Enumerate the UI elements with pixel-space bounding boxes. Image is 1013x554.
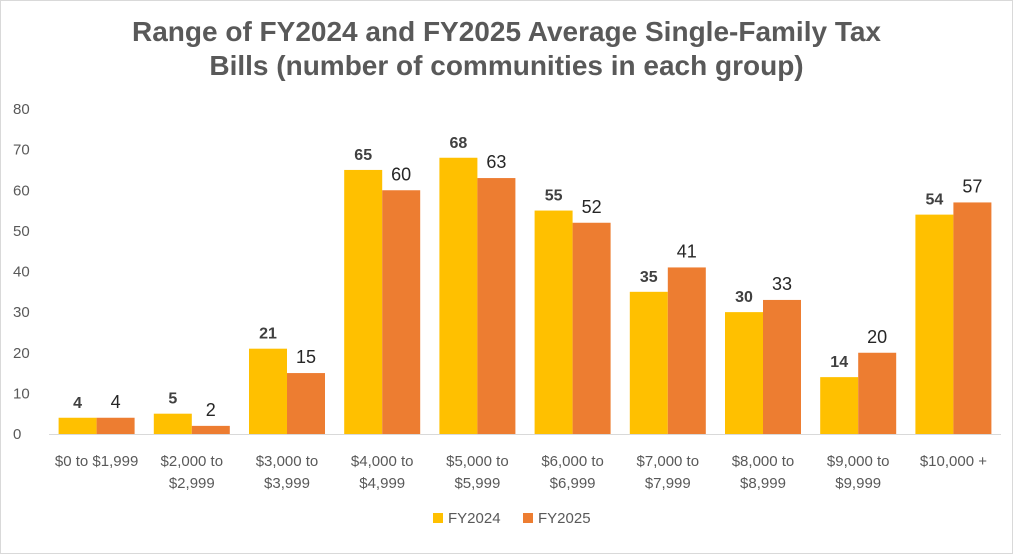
bar-fy2024 <box>153 413 192 434</box>
x-tick-label: $3,000 to $3,999 <box>256 453 319 492</box>
x-tick-label: $9,000 to $9,999 <box>827 453 890 492</box>
bar-fy2024 <box>629 291 668 434</box>
data-label-fy2025: 63 <box>486 152 506 172</box>
data-label-fy2024: 54 <box>926 192 944 209</box>
bar-fy2025 <box>858 352 897 434</box>
y-tick-label: 80 <box>13 101 30 118</box>
x-tick-label: $10,000 + <box>920 453 987 470</box>
bar-fy2025 <box>382 190 421 434</box>
y-tick-label: 40 <box>13 264 30 281</box>
data-label-fy2024: 4 <box>73 395 82 412</box>
x-tick-label: $6,000 to $6,999 <box>541 453 604 492</box>
data-label-fy2025: 57 <box>962 176 982 196</box>
data-label-fy2025: 15 <box>296 347 316 367</box>
data-label-fy2025: 4 <box>111 392 121 412</box>
bar-fy2025 <box>287 373 325 434</box>
bar-fy2024 <box>439 157 478 434</box>
chart-title: Range of FY2024 and FY2025 Average Singl… <box>1 15 1012 83</box>
legend-label-fy2024: FY2024 <box>448 510 501 527</box>
bar-fy2025 <box>477 178 516 434</box>
bar-fy2025 <box>953 202 992 434</box>
chart-title-line-1: Range of FY2024 and FY2025 Average Singl… <box>131 16 881 47</box>
legend-label-fy2025: FY2025 <box>538 510 591 527</box>
x-tick-label: $2,000 to $2,999 <box>161 453 224 492</box>
data-label-fy2025: 33 <box>772 274 792 294</box>
data-label-fy2024: 21 <box>259 326 277 343</box>
bar-fy2025 <box>667 267 706 434</box>
bar-fy2025 <box>96 417 135 434</box>
data-label-fy2025: 2 <box>206 400 216 420</box>
bar-fy2024 <box>58 417 97 434</box>
y-tick-label: 50 <box>13 223 30 240</box>
x-axis: $0 to $1,999 $2,000 to $2,999 $3,000 to $3,9… <box>49 434 1001 492</box>
y-tick-label: 60 <box>13 182 30 199</box>
y-tick-label: 70 <box>13 142 30 159</box>
data-label-fy2024: 68 <box>450 135 468 152</box>
y-tick-label: 20 <box>13 345 30 362</box>
x-tick-label: $0 to $1,999 <box>55 453 138 470</box>
x-tick-label: $4,000 to $4,999 <box>351 453 414 492</box>
bar-fy2025 <box>191 425 230 434</box>
y-tick-label: 10 <box>13 385 30 402</box>
data-label-fy2025: 20 <box>867 327 887 347</box>
bars <box>58 157 992 434</box>
bar-fy2024 <box>344 169 383 434</box>
data-label-fy2024: 55 <box>545 188 563 205</box>
legend: FY2024 FY2025 <box>433 510 591 527</box>
data-label-fy2024: 14 <box>830 354 848 371</box>
data-label-fy2025: 52 <box>582 197 602 217</box>
bar-fy2025 <box>763 299 801 434</box>
data-label-fy2024: 5 <box>168 391 177 408</box>
x-tick-label: $5,000 to $5,999 <box>446 453 509 492</box>
legend-swatch-fy2024 <box>433 513 443 523</box>
bar-fy2024 <box>249 348 287 434</box>
data-label-fy2025: 60 <box>391 164 411 184</box>
y-tick-label: 0 <box>13 426 21 443</box>
x-tick-label: $7,000 to $7,999 <box>637 453 700 492</box>
y-tick-label: 30 <box>13 304 30 321</box>
x-tick-label: $8,000 to $8,999 <box>732 453 795 492</box>
data-label-fy2024: 65 <box>354 147 372 164</box>
y-axis: 0 10 20 30 40 50 60 70 80 <box>13 101 30 443</box>
bar-fy2024 <box>725 312 763 434</box>
bar-fy2024 <box>534 210 573 434</box>
data-label-fy2024: 30 <box>735 289 753 306</box>
legend-swatch-fy2025 <box>523 513 533 523</box>
bar-fy2024 <box>915 214 954 434</box>
data-label-fy2024: 35 <box>640 269 658 286</box>
chart-title-line-2: Bills (number of communities in each gro… <box>209 50 804 81</box>
data-label-fy2025: 41 <box>677 241 697 261</box>
bar-fy2024 <box>820 377 859 434</box>
bar-fy2025 <box>572 222 611 434</box>
